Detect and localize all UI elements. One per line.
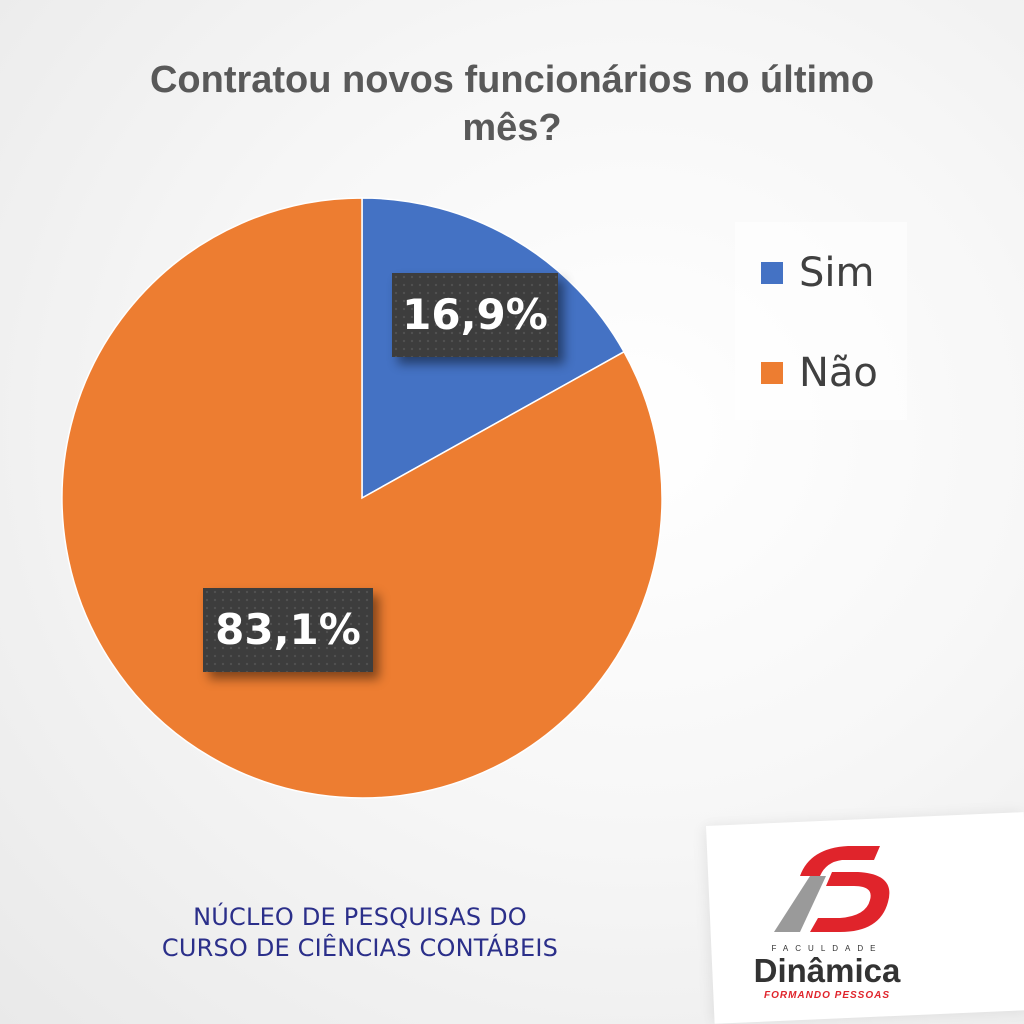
footer-line-2: CURSO DE CIÊNCIAS CONTÁBEIS xyxy=(161,934,559,962)
footer-line-1: NÚCLEO DE PESQUISAS DO xyxy=(193,903,527,931)
data-label-sim: 16,9% xyxy=(392,273,558,357)
logo-mark-icon xyxy=(774,846,890,932)
legend-label-sim: Sim xyxy=(799,250,875,296)
legend-label-nao: Não xyxy=(799,350,878,396)
data-label-nao: 83,1% xyxy=(203,588,373,672)
logo-faculdade-text: FACULDADE xyxy=(771,944,883,953)
legend-item-nao: Não xyxy=(761,348,878,398)
chart-title: Contratou novos funcionários no último m… xyxy=(149,59,875,149)
logo-f-red xyxy=(800,846,880,876)
logo-tagline: FORMANDO PESSOAS xyxy=(763,990,890,1001)
logo-d-red xyxy=(810,872,890,932)
logo-swoosh-gray xyxy=(774,876,826,932)
legend-swatch-nao xyxy=(761,362,783,384)
logo-name: Dinâmica xyxy=(753,952,901,989)
legend-item-sim: Sim xyxy=(761,248,874,298)
footer-text: NÚCLEO DE PESQUISAS DO CURSO DE CIÊNCIAS… xyxy=(100,902,620,964)
legend-swatch-sim xyxy=(761,262,783,284)
chart-legend xyxy=(735,222,907,420)
